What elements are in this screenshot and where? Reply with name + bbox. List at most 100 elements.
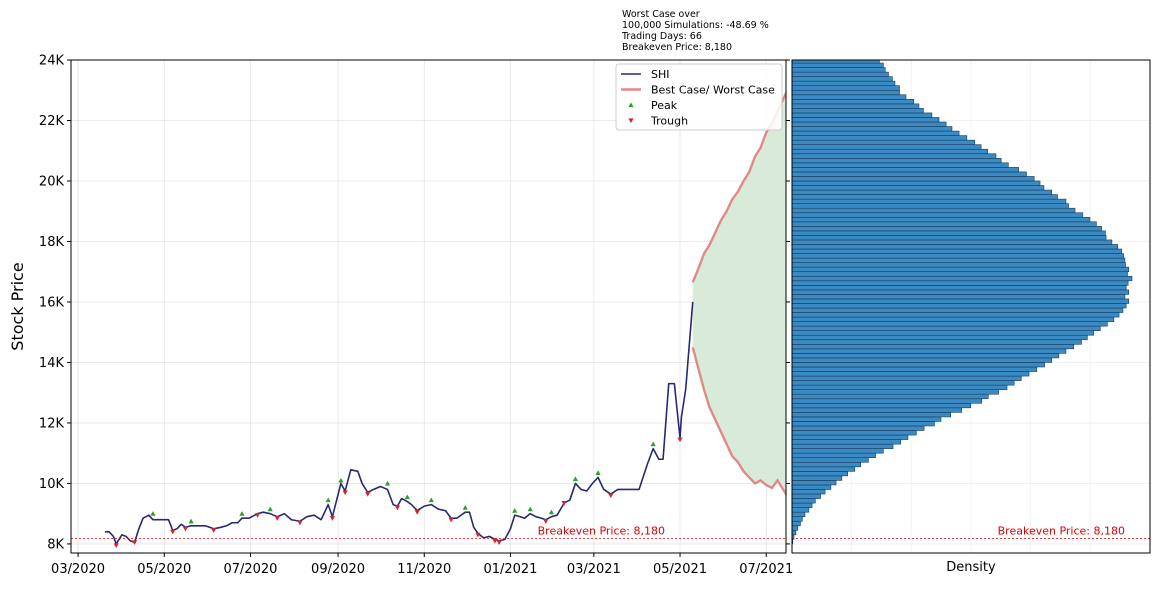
histogram-bar	[792, 130, 960, 136]
peak-marker	[325, 497, 331, 503]
legend: SHI Best Case/ Worst Case Peak Trough	[615, 63, 783, 131]
peak-marker	[150, 511, 156, 516]
trough-marker	[170, 529, 176, 535]
main-axes-frame	[70, 59, 787, 554]
y-tick-label: 12K	[39, 416, 65, 431]
y-tick-label: 16K	[39, 295, 65, 310]
histogram-bar	[792, 62, 884, 68]
histogram-bar	[792, 511, 806, 518]
histogram-bar	[792, 126, 953, 132]
histogram-bar	[792, 148, 988, 155]
worst-case-line	[691, 347, 786, 497]
annotation-line: Trading Days: 66	[621, 31, 702, 42]
trough-marker	[254, 513, 261, 518]
y-tick-label: 10K	[39, 477, 65, 492]
histogram-bar	[792, 325, 1101, 331]
histogram-x-label: Density	[946, 560, 996, 575]
histogram-bar	[792, 475, 843, 481]
histogram-bar	[792, 271, 1128, 277]
histogram-bar	[792, 489, 826, 495]
legend-item-best-worst-label: Best Case/ Worst Case	[651, 84, 775, 97]
x-tick-label: 05/2020	[137, 562, 191, 577]
histogram-bar	[792, 49, 873, 54]
histogram-bar	[792, 216, 1091, 223]
histogram-bar	[792, 425, 925, 431]
trough-marker	[448, 517, 454, 523]
histogram-bar	[792, 507, 810, 513]
histogram-bar	[792, 139, 975, 145]
histogram-bar	[792, 384, 1008, 390]
histogram-bar	[792, 212, 1084, 218]
histogram-bar	[792, 99, 915, 105]
histogram-bar	[792, 285, 1127, 291]
histogram-plot-area	[792, 45, 1150, 545]
peak-marker	[548, 509, 555, 515]
histogram-bar	[792, 60, 880, 64]
histogram-bar	[792, 461, 861, 468]
histogram-axes-frame	[791, 59, 1151, 554]
histogram-bar	[792, 321, 1108, 327]
histogram-bar	[792, 348, 1067, 354]
peak-marker	[239, 511, 245, 516]
histogram-bar	[792, 203, 1069, 209]
histogram-bar	[792, 144, 982, 150]
histogram-bar	[792, 244, 1119, 250]
y-axis-label: Stock Price	[8, 262, 27, 350]
histogram-bar	[792, 412, 951, 418]
trough-marker	[394, 505, 401, 511]
histogram-bar	[792, 135, 968, 141]
peak-marker	[650, 441, 656, 447]
y-tick-label: 20K	[39, 174, 65, 189]
histogram-bar	[792, 375, 1022, 381]
trough-marker	[274, 516, 280, 521]
histogram-bar	[792, 516, 803, 522]
histogram-bar	[792, 344, 1075, 350]
peak-marker	[512, 508, 518, 513]
histogram-bar	[792, 162, 1009, 168]
histogram-bar	[792, 525, 799, 531]
histogram-bar	[792, 89, 900, 96]
histogram-bar	[792, 312, 1120, 318]
histogram-bar	[792, 316, 1115, 322]
histogram-bar	[792, 226, 1102, 232]
histogram-bar	[792, 502, 813, 508]
histogram-bar	[792, 330, 1095, 336]
histogram-bar	[792, 466, 856, 472]
histogram-bar	[792, 239, 1113, 245]
histogram-bar	[792, 248, 1122, 254]
histogram-bar	[792, 353, 1060, 359]
peak-marker	[428, 497, 434, 503]
histogram-bar	[792, 80, 896, 87]
annotation-line: 100,000 Simulations: -48.69 %	[622, 20, 769, 31]
legend-item-trough-swatch	[628, 118, 634, 124]
breakeven-label: Breakeven Price: 8,180	[538, 524, 665, 537]
legend-item-trough-label: Trough	[650, 115, 688, 128]
histogram-bar	[792, 45, 870, 50]
peak-marker	[572, 476, 579, 482]
histogram-bar	[792, 257, 1126, 263]
histogram-bar	[792, 230, 1106, 236]
tick-marks-and-labels: 8K 10K 12K 14K 16K 18K 20K 22K 24K 03/2020 05/2020…	[39, 54, 793, 578]
histogram-bar	[792, 108, 924, 114]
annotation-line: Worst Case over	[622, 9, 700, 20]
histogram-bar	[792, 362, 1045, 368]
trough-marker	[297, 520, 303, 526]
legend-item-peak-label: Peak	[651, 99, 678, 112]
text-labels: Stock Price Density Breakeven Price: 8,180…	[8, 9, 1125, 575]
trough-marker	[543, 519, 549, 524]
trough-marker	[113, 543, 119, 549]
histogram-bar	[792, 480, 837, 486]
histogram-bar	[792, 307, 1124, 313]
histogram-bar	[792, 171, 1027, 177]
axes-frames	[70, 59, 1151, 554]
peak-marker	[462, 505, 468, 510]
x-tick-label: 09/2020	[311, 562, 365, 577]
histogram-bar	[792, 421, 935, 427]
histogram-bar	[792, 85, 900, 91]
histogram-bar	[792, 339, 1082, 345]
trough-marker	[365, 491, 371, 497]
histogram-bar	[792, 303, 1127, 309]
histogram-bar	[792, 398, 983, 404]
trough-marker	[342, 490, 348, 496]
